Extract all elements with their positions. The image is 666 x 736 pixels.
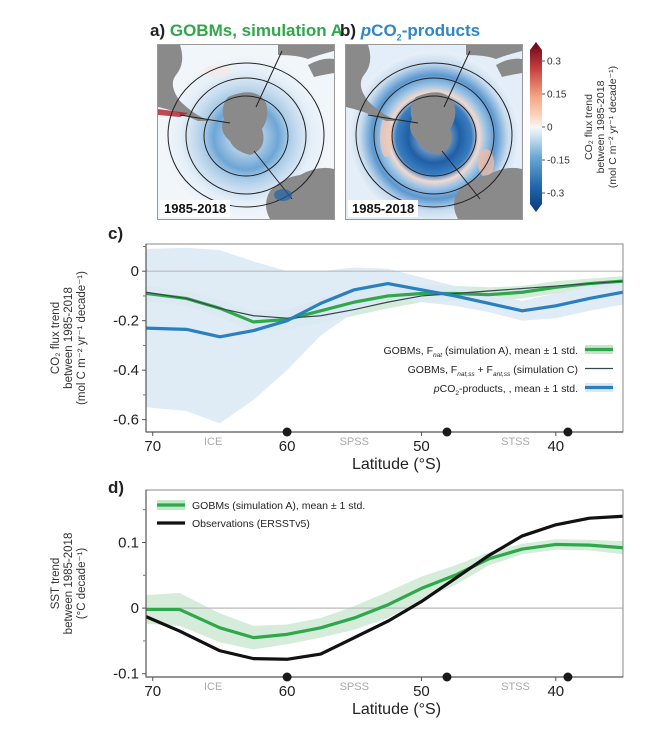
- series-line-2: [145, 281, 624, 339]
- biome-label-spss: SPSS: [340, 681, 369, 693]
- legend-entry-label-2: GOBMs, Fnat,ss + Fant,ss (simulation C): [408, 364, 578, 378]
- colorbar-tick-label: 0.3: [547, 57, 561, 68]
- map-a-svg: [158, 45, 334, 219]
- colorbar-label-line2: between 1985-2018: [595, 80, 607, 173]
- y-axis-label-line-3: (°C decade⁻¹): [76, 548, 88, 620]
- colorbar: 0.3 0.15 0 -0.15 -0.3 CO₂ flux trend between…: [530, 42, 619, 212]
- series-line-1: [145, 514, 624, 661]
- south-america-land: [158, 45, 210, 121]
- front-marker: [563, 672, 573, 682]
- x-tick-label: 70: [144, 683, 161, 700]
- map-pco2-products: 1985-2018: [345, 44, 523, 220]
- front-polar: [391, 95, 477, 177]
- front-polar: [203, 95, 289, 177]
- x-tick-label: 60: [279, 438, 296, 455]
- map-a-period: 1985-2018: [160, 200, 231, 217]
- panel-b-title: b) pCO2-products: [340, 21, 480, 42]
- legend-entry-label-1: GOBMs, Fnat (simulation A), mean ± 1 std…: [383, 345, 578, 359]
- front-subantarctic: [373, 77, 495, 195]
- panel-c-label: c): [108, 224, 124, 243]
- panel-b-title-text: pCO2-products: [360, 21, 481, 43]
- australia-land: [454, 167, 522, 219]
- y-axis-label-line-2: between 1985-2018: [63, 533, 75, 635]
- panel-a-label: a): [150, 21, 166, 40]
- antarctica-land: [410, 92, 456, 155]
- front-marker: [282, 427, 292, 437]
- legend-entry-label-3: pCO2-products, , mean ± 1 std.: [433, 383, 578, 397]
- x-tick-label: 40: [547, 438, 564, 455]
- biome-label-spss: SPSS: [340, 436, 369, 448]
- map-b-svg: [346, 45, 522, 219]
- x-tick-label: 50: [413, 438, 430, 455]
- y-tick-label: 0.1: [118, 534, 139, 551]
- y-tick-label: -0.1: [113, 666, 139, 683]
- colorbar-tick-label: -0.3: [547, 189, 565, 200]
- africa-land: [466, 45, 522, 59]
- front-marker: [563, 427, 573, 437]
- panel-a-title-text: GOBMs, simulation A: [169, 21, 344, 40]
- std-band-0: [146, 539, 623, 650]
- std-band-2: [146, 247, 623, 424]
- legend-entry-label-2: Observations (ERSSTv5): [192, 518, 310, 530]
- front-marker: [442, 427, 452, 437]
- madagascar-land: [496, 58, 522, 77]
- colorbar-tick-label: 0.15: [547, 90, 567, 101]
- panel-a-title: a) GOBMs, simulation A: [150, 21, 343, 41]
- biome-label-stss: STSS: [501, 436, 530, 448]
- front-subantarctic: [185, 77, 307, 195]
- australia-land: [266, 167, 334, 219]
- colorbar-tick-label: -0.15: [547, 156, 570, 167]
- biome-label-ice: ICE: [204, 681, 222, 693]
- y-tick-label: -0.4: [113, 362, 139, 379]
- legend-entry-label-1: GOBMs (simulation A), mean ± 1 std.: [192, 500, 365, 512]
- y-axis-label-line-1: CO₂ flux trend: [50, 302, 62, 374]
- biome-label-stss: STSS: [501, 681, 530, 693]
- colorbar-gradient: [530, 42, 542, 212]
- front-marker: [442, 672, 452, 682]
- front-marker: [282, 672, 292, 682]
- x-axis-label: Latitude (°S): [352, 456, 441, 473]
- front-subtropical: [167, 62, 325, 208]
- x-axis-label: Latitude (°S): [352, 701, 441, 718]
- map-gobm-simulation-a: 1985-2018: [157, 44, 335, 220]
- x-tick-label: 50: [413, 683, 430, 700]
- colorbar-label-line1: CO₂ flux trend: [583, 94, 595, 160]
- y-tick-label: -0.2: [113, 313, 139, 330]
- y-axis-label-line-3: (mol C m⁻² yr⁻¹ decade⁻¹): [76, 271, 88, 405]
- front-subtropical: [355, 62, 513, 208]
- y-axis-label-line-2: between 1985-2018: [63, 287, 75, 389]
- madagascar-land: [308, 58, 334, 77]
- africa-land: [278, 45, 334, 59]
- y-axis-label-line-1: SST trend: [50, 558, 62, 610]
- biome-label-ice: ICE: [204, 436, 222, 448]
- series-line-1: [145, 280, 624, 319]
- map-b-period: 1985-2018: [348, 200, 419, 217]
- panel-b-label: b): [340, 21, 357, 40]
- y-tick-label: -0.6: [113, 412, 139, 429]
- colorbar-tick-label: 0: [547, 123, 553, 134]
- y-tick-label: 0: [131, 263, 139, 280]
- antarctica-land: [222, 92, 268, 155]
- x-tick-label: 60: [279, 683, 296, 700]
- x-tick-label: 70: [144, 438, 161, 455]
- series-line-0: [146, 542, 624, 640]
- y-tick-label: 0: [131, 600, 139, 617]
- panel-d-label: d): [108, 478, 125, 497]
- south-america-land: [346, 45, 398, 121]
- colorbar-label-line3: (mol C m⁻² yr⁻¹ decade⁻¹): [607, 66, 619, 188]
- x-tick-label: 40: [547, 683, 564, 700]
- series-line-0: [145, 279, 624, 324]
